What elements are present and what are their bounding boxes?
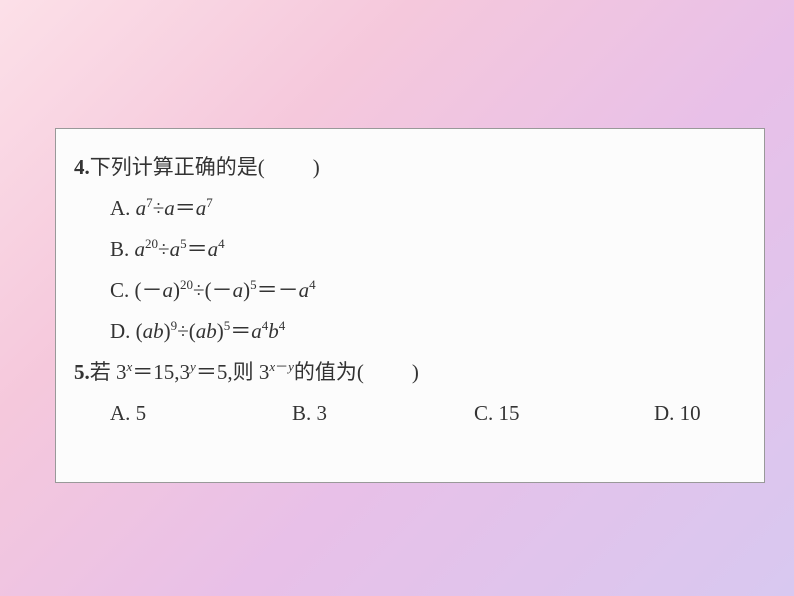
- q4-option-a: A. a7÷a＝a7: [74, 188, 746, 229]
- q4-stem-suffix: ): [313, 155, 320, 179]
- q4-stem-prefix: 下列计算正确的是(: [90, 155, 265, 179]
- q5-option-d: D. 10: [654, 393, 701, 434]
- label-b: B.: [110, 237, 129, 261]
- q5-number: 5.: [74, 360, 90, 384]
- label-a: A.: [110, 196, 130, 220]
- q5-option-b: B. 3: [292, 393, 474, 434]
- q4-number: 4.: [74, 155, 90, 179]
- label-d: D.: [110, 319, 130, 343]
- q5-option-a: A. 5: [110, 393, 292, 434]
- q4-option-b: B. a20÷a5＝a4: [74, 229, 746, 270]
- content-box: 4.下列计算正确的是() A. a7÷a＝a7 B. a20÷a5＝a4 C. …: [55, 128, 765, 483]
- q5-option-c: C. 15: [474, 393, 654, 434]
- label-c: C.: [110, 278, 129, 302]
- q5-stem: 5.若 3x＝15,3y＝5,则 3x－y的值为(): [74, 352, 746, 393]
- q4-option-d: D. (ab)9÷(ab)5＝a4b4: [74, 311, 746, 352]
- q4-option-c: C. (－a)20÷(－a)5＝－a4: [74, 270, 746, 311]
- q5-options: A. 5 B. 3 C. 15 D. 10: [74, 393, 746, 434]
- q4-stem: 4.下列计算正确的是(): [74, 147, 746, 188]
